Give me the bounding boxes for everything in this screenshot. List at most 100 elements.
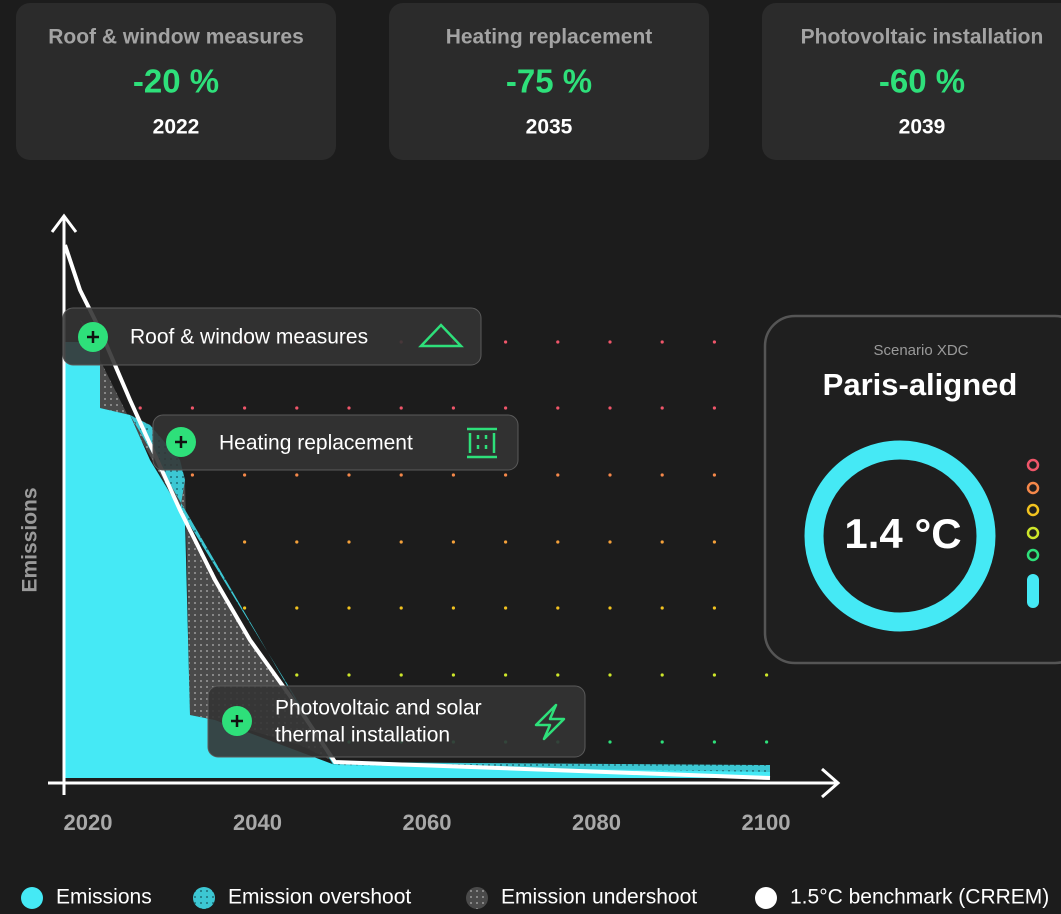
- grid-dot: [556, 340, 560, 344]
- grid-dot: [608, 673, 612, 677]
- scenario-box: [763, 314, 1061, 665]
- legend-swatch: [755, 887, 777, 909]
- grid-dot: [660, 673, 664, 677]
- grid-dot: [765, 740, 769, 744]
- annotation-text: Roof & window measures: [130, 326, 368, 349]
- grid-dot: [608, 473, 612, 477]
- legend-swatch: [466, 887, 488, 909]
- scale-dot: [1026, 548, 1040, 562]
- annotation[interactable]: Heating replacement: [152, 414, 519, 471]
- grid-dot: [765, 673, 769, 677]
- grid-dot: [451, 473, 455, 477]
- card-title: Photovoltaic installation: [801, 26, 1044, 49]
- heater-icon: [467, 427, 497, 459]
- card-year: 2022: [153, 116, 200, 139]
- grid-dot: [660, 340, 664, 344]
- card-year: 2035: [526, 116, 573, 139]
- x-tick-label: 2020: [64, 810, 113, 835]
- scale-dot: [1026, 503, 1040, 517]
- grid-dot: [347, 540, 351, 544]
- card-year: 2039: [899, 116, 946, 139]
- grid-dot: [295, 606, 299, 610]
- scale-indicator: [1027, 574, 1039, 608]
- grid-dot: [399, 673, 403, 677]
- x-tick-label: 2100: [742, 810, 791, 835]
- card: [389, 3, 709, 160]
- legend-label: Emission overshoot: [228, 886, 411, 909]
- x-tick-label: 2080: [572, 810, 621, 835]
- temperature: 1.4 °C: [844, 510, 961, 557]
- grid-dot: [556, 540, 560, 544]
- annotation-box: [152, 414, 519, 471]
- scale-dot: [1026, 526, 1040, 540]
- scenario-card: Scenario XDC Paris-aligned 1.4 °C: [763, 314, 1061, 665]
- grid-dot: [608, 406, 612, 410]
- x-tick-label: 2040: [233, 810, 282, 835]
- scenario-status: Paris-aligned: [823, 367, 1018, 402]
- grid-dot: [243, 540, 247, 544]
- annotation-box: [207, 685, 586, 758]
- grid-dot: [347, 673, 351, 677]
- card: [762, 3, 1061, 160]
- card: [16, 3, 336, 160]
- grid-dot: [504, 540, 508, 544]
- grid-dot: [608, 540, 612, 544]
- grid-dot: [190, 406, 194, 410]
- annotation-text: Photovoltaic and solar: [275, 697, 482, 720]
- legend-label: Emission undershoot: [501, 886, 697, 909]
- y-axis-label: Emissions: [19, 487, 42, 592]
- grid-dot: [660, 406, 664, 410]
- card-title: Roof & window measures: [48, 26, 304, 49]
- grid-dot: [347, 473, 351, 477]
- grid-dot: [295, 540, 299, 544]
- grid-dot: [660, 540, 664, 544]
- grid-dot: [504, 406, 508, 410]
- plus-icon: [87, 331, 99, 343]
- y-axis-arrow: [50, 213, 78, 233]
- grid-dot: [451, 606, 455, 610]
- grid-dot: [451, 406, 455, 410]
- grid-dot: [295, 673, 299, 677]
- grid-dot: [347, 606, 351, 610]
- scenario-label: Scenario XDC: [873, 342, 968, 359]
- grid-dot: [660, 473, 664, 477]
- grid-dot: [712, 406, 717, 410]
- legend-swatch: [193, 887, 215, 909]
- grid-dot: [712, 606, 717, 610]
- grid-dot: [347, 406, 351, 410]
- grid-dot: [556, 673, 560, 677]
- grid-dot: [608, 740, 612, 744]
- grid-dot: [712, 473, 717, 477]
- grid-dot: [556, 406, 560, 410]
- grid-dot: [243, 473, 247, 477]
- grid-dot: [295, 406, 299, 410]
- grid-dot: [660, 740, 664, 744]
- legend-swatch: [21, 887, 43, 909]
- x-tick-labels: 2020 2040 2060 2080 2100: [64, 810, 791, 835]
- grid-dot: [712, 540, 717, 544]
- annotation-text: Heating replacement: [219, 432, 413, 455]
- bolt-icon: [534, 703, 566, 741]
- legend: Emissions Emission overshoot Emission un…: [21, 886, 1049, 909]
- grid-dot: [190, 473, 194, 477]
- grid-dot: [712, 740, 717, 744]
- grid-dot: [451, 673, 455, 677]
- annotation-text: thermal installation: [275, 724, 450, 747]
- annotation[interactable]: Roof & window measures: [62, 307, 482, 366]
- grid-dot: [399, 473, 403, 477]
- grid-dot: [608, 340, 612, 344]
- annotation[interactable]: Photovoltaic and solar thermal installat…: [207, 685, 586, 758]
- grid-dot: [556, 473, 560, 477]
- grid-dot: [399, 406, 403, 410]
- plus-icon: [231, 715, 243, 727]
- cards: Roof & window measures -20 % 2022 Heating r…: [16, 3, 1061, 160]
- card-value: -20 %: [133, 63, 219, 100]
- scale-dot: [1026, 481, 1040, 495]
- legend-label: 1.5°C benchmark (CRREM): [790, 886, 1049, 909]
- grid-dot: [712, 340, 717, 344]
- plus-icon: [175, 436, 187, 448]
- grid-dot: [243, 406, 247, 410]
- grid-dot: [451, 540, 455, 544]
